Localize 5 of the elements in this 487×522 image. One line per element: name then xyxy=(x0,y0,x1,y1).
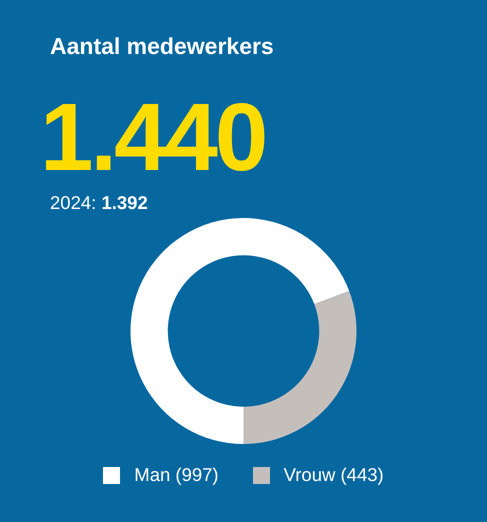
chart-subtitle: 1.440 xyxy=(40,84,266,191)
legend-label: Man (997) xyxy=(134,464,219,485)
legend-label: Vrouw (443) xyxy=(284,464,384,485)
chart-title: Aantal medewerkers xyxy=(50,33,274,59)
text: 2024: 1.392 xyxy=(50,192,148,212)
